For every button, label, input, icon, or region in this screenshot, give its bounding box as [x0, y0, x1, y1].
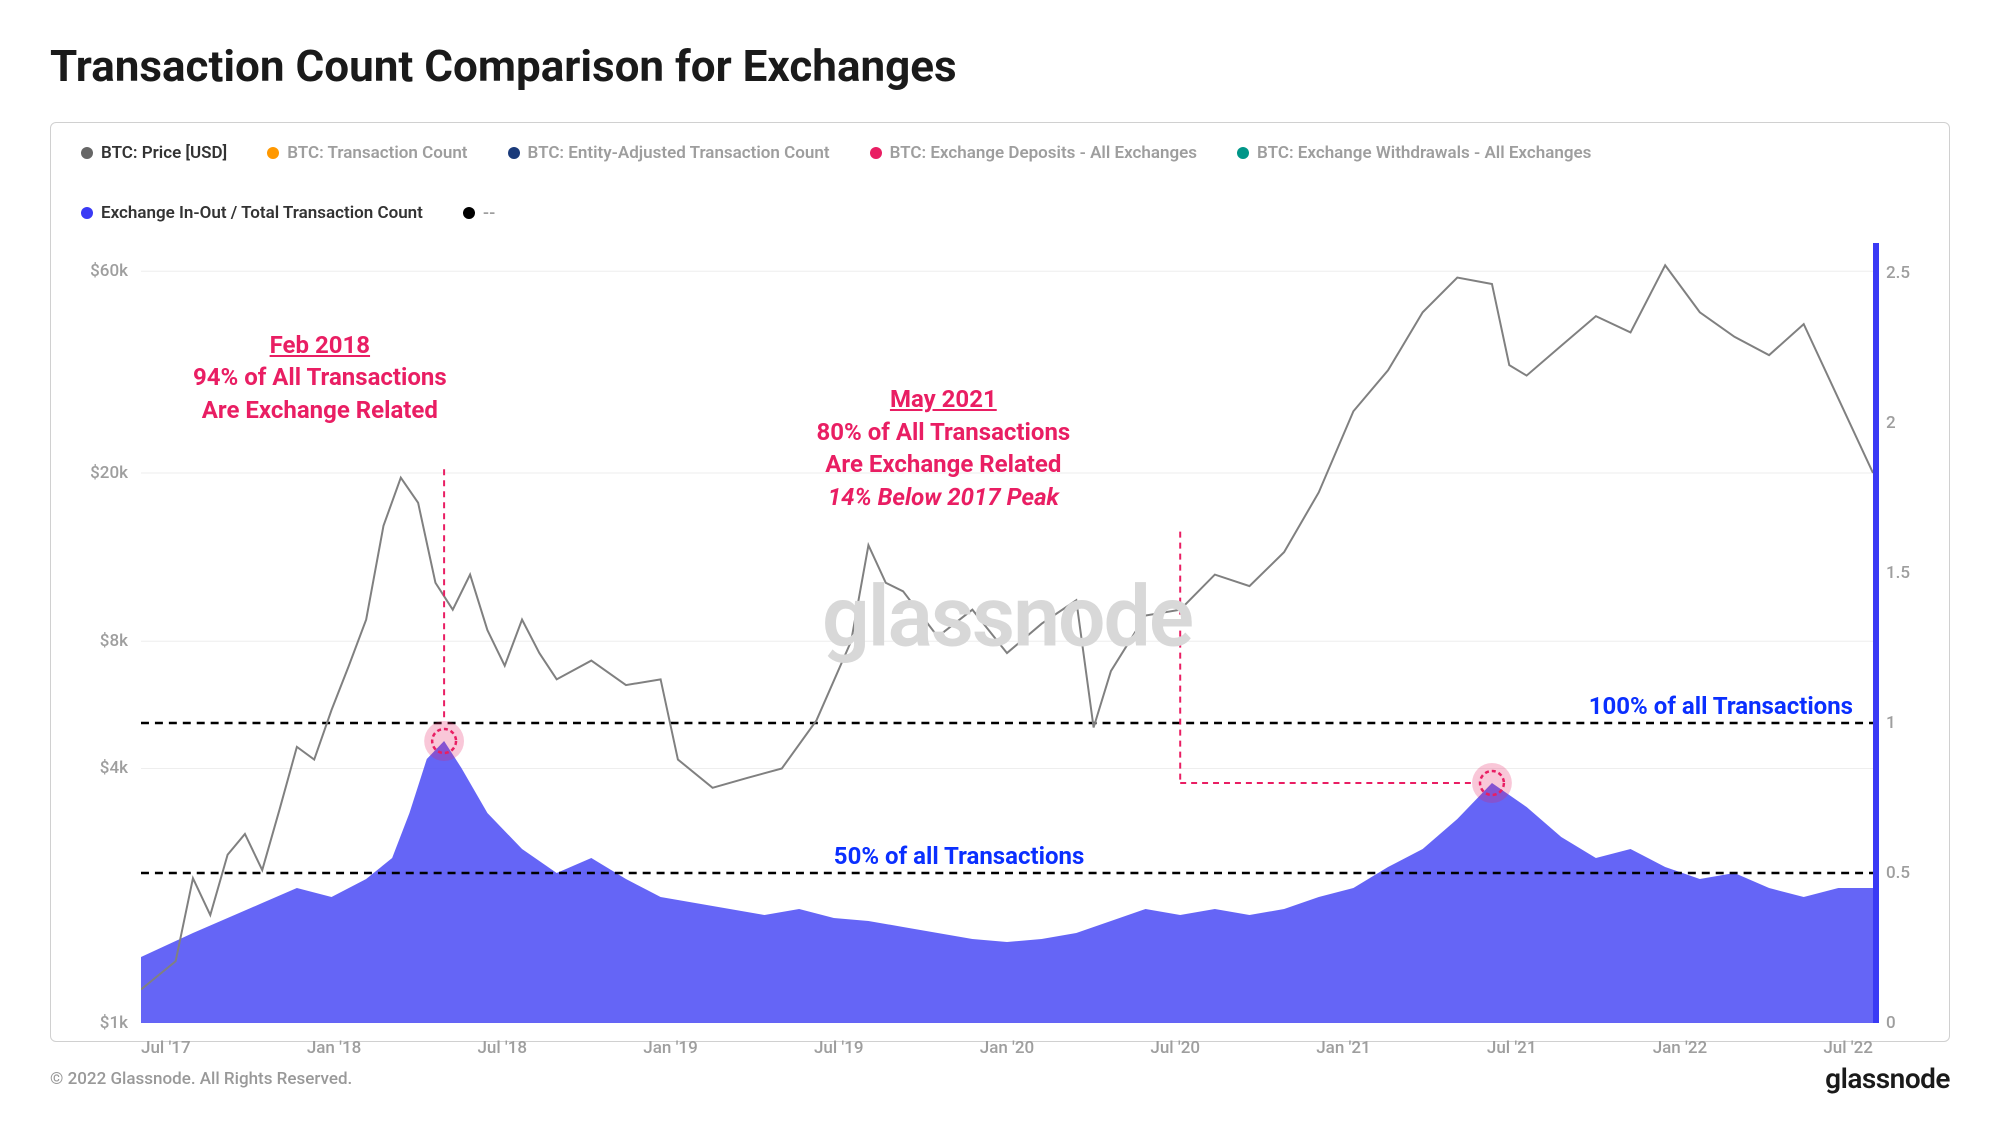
legend-label: BTC: Transaction Count	[287, 143, 467, 163]
x-tick: Jul '22	[1823, 1038, 1873, 1058]
x-tick: Jul '19	[814, 1038, 864, 1058]
legend-item[interactable]: BTC: Exchange Deposits - All Exchanges	[870, 143, 1197, 163]
y-tick-left: $20k	[90, 463, 128, 483]
copyright: © 2022 Glassnode. All Rights Reserved.	[50, 1069, 352, 1089]
x-tick: Jan '19	[643, 1038, 697, 1058]
annotation-2021: May 202180% of All TransactionsAre Excha…	[816, 383, 1070, 513]
legend-label: BTC: Price [USD]	[101, 143, 227, 163]
legend-item[interactable]: --	[463, 203, 495, 223]
y-axis-right: 2.521.510.50	[1878, 243, 1913, 1023]
footer: © 2022 Glassnode. All Rights Reserved. g…	[50, 1062, 1950, 1095]
legend-dot-icon	[463, 207, 475, 219]
annotation-heading: May 2021	[816, 383, 1070, 415]
legend-label: BTC: Entity-Adjusted Transaction Count	[528, 143, 830, 163]
x-tick: Jul '20	[1150, 1038, 1200, 1058]
ref-label-50: 50% of all Transactions	[834, 842, 1084, 870]
y-tick-right: 0.5	[1886, 863, 1910, 883]
y-tick-left: $8k	[100, 631, 128, 651]
y-tick-right: 1	[1886, 713, 1896, 733]
legend-item[interactable]: BTC: Price [USD]	[81, 143, 227, 163]
legend-item[interactable]: BTC: Entity-Adjusted Transaction Count	[508, 143, 830, 163]
annotation-2018: Feb 201894% of All TransactionsAre Excha…	[193, 329, 447, 426]
legend-item[interactable]: BTC: Exchange Withdrawals - All Exchange…	[1237, 143, 1591, 163]
brand-logo: glassnode	[1825, 1062, 1950, 1095]
legend-label: BTC: Exchange Deposits - All Exchanges	[890, 143, 1197, 163]
plot-area[interactable]: glassnode $60k$20k$8k$4k$1k 2.521.510.50…	[141, 243, 1879, 1023]
x-tick: Jan '21	[1316, 1038, 1370, 1058]
legend-dot-icon	[267, 147, 279, 159]
x-tick: Jul '21	[1487, 1038, 1537, 1058]
annotation-line: 94% of All Transactions	[193, 361, 447, 393]
legend-label: BTC: Exchange Withdrawals - All Exchange…	[1257, 143, 1591, 163]
page-title: Transaction Count Comparison for Exchang…	[50, 40, 1950, 92]
x-tick: Jan '18	[307, 1038, 361, 1058]
annotation-italic: 14% Below 2017 Peak	[816, 481, 1070, 513]
x-tick: Jan '20	[980, 1038, 1034, 1058]
legend-label: Exchange In-Out / Total Transaction Coun…	[101, 203, 423, 223]
y-tick-right: 0	[1886, 1013, 1896, 1033]
x-tick: Jul '18	[477, 1038, 527, 1058]
annotation-line: 80% of All Transactions	[816, 416, 1070, 448]
y-tick-left: $4k	[100, 758, 128, 778]
legend-dot-icon	[870, 147, 882, 159]
legend-label: --	[483, 203, 495, 223]
chart-legend: BTC: Price [USD] BTC: Transaction Count BT…	[81, 143, 1919, 223]
x-tick: Jul '17	[141, 1038, 191, 1058]
y-tick-right: 2.5	[1886, 263, 1910, 283]
y-tick-right: 2	[1886, 413, 1896, 433]
ref-label-100: 100% of all Transactions	[1589, 692, 1853, 720]
annotation-line: Are Exchange Related	[816, 448, 1070, 480]
y-tick-left: $60k	[90, 261, 128, 281]
x-tick: Jan '22	[1653, 1038, 1707, 1058]
legend-dot-icon	[1237, 147, 1249, 159]
legend-item[interactable]: Exchange In-Out / Total Transaction Coun…	[81, 203, 423, 223]
chart-frame: BTC: Price [USD] BTC: Transaction Count BT…	[50, 122, 1950, 1042]
annotation-heading: Feb 2018	[193, 329, 447, 361]
y-axis-left: $60k$20k$8k$4k$1k	[81, 243, 136, 1023]
legend-item[interactable]: BTC: Transaction Count	[267, 143, 467, 163]
legend-dot-icon	[81, 147, 93, 159]
y-tick-right: 1.5	[1886, 563, 1910, 583]
annotation-line: Are Exchange Related	[193, 394, 447, 426]
legend-dot-icon	[81, 207, 93, 219]
x-axis: Jul '17 Jan '18 Jul '18 Jan '19 Jul '19 Jan '…	[141, 1038, 1873, 1058]
y-tick-left: $1k	[100, 1013, 128, 1033]
legend-dot-icon	[508, 147, 520, 159]
